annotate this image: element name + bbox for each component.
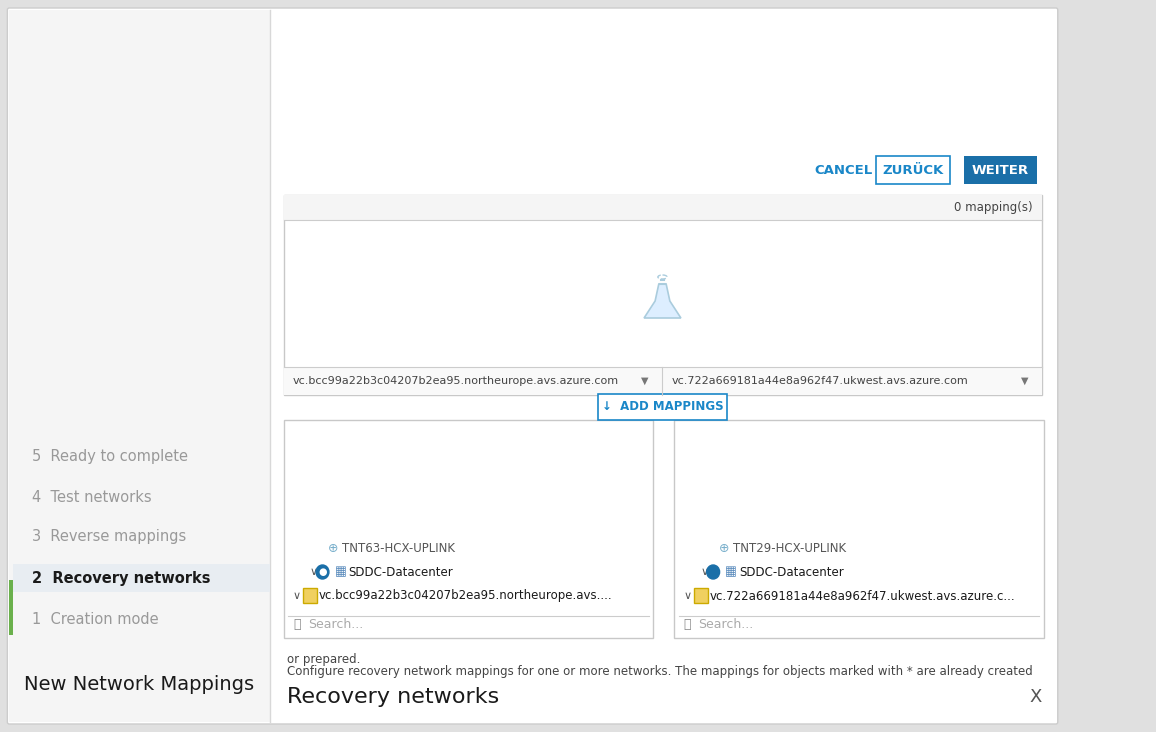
Text: vc.722a669181a44e8a962f47.ukwest.avs.azure.com: vc.722a669181a44e8a962f47.ukwest.avs.azu… [672,376,969,386]
Text: WEITER: WEITER [972,163,1029,176]
Bar [9,580,13,635]
Text: New Network Mappings: New Network Mappings [24,676,254,695]
Text: X: X [1030,688,1042,706]
Text: CANCEL: CANCEL [815,163,873,176]
Text: 0 mapping(s): 0 mapping(s) [954,201,1032,214]
Text: TNT29-HCX-UPLINK: TNT29-HCX-UPLINK [733,542,846,555]
FancyBboxPatch shape [283,420,653,638]
Circle shape [316,565,329,579]
Text: or prepared.: or prepared. [287,652,360,665]
Text: 5  Ready to complete: 5 Ready to complete [32,449,188,463]
Text: vc.bcc99a22b3c04207b2ea95.northeurope.avs.azure.com: vc.bcc99a22b3c04207b2ea95.northeurope.av… [292,376,620,386]
Text: ∨: ∨ [310,567,318,577]
FancyBboxPatch shape [598,394,727,420]
Text: ▦: ▦ [725,566,736,578]
Text: ⊕: ⊕ [328,542,339,555]
Text: 4  Test networks: 4 Test networks [32,490,151,504]
Text: 🔍: 🔍 [292,619,301,632]
Text: ∨: ∨ [701,567,709,577]
FancyBboxPatch shape [7,8,1058,724]
Text: ZURÜCK: ZURÜCK [882,163,943,176]
Text: Configure recovery network mappings for one or more networks. The mappings for o: Configure recovery network mappings for … [287,665,1032,679]
Text: SDDC-Datacenter: SDDC-Datacenter [348,566,453,578]
Bar [13,564,271,592]
Bar [283,367,1042,395]
Text: 🔍: 🔍 [683,619,691,632]
Text: TNT63-HCX-UPLINK: TNT63-HCX-UPLINK [342,542,454,555]
Text: 1  Creation mode: 1 Creation mode [32,613,158,627]
Polygon shape [644,284,681,318]
Text: ↓  ADD MAPPINGS: ↓ ADD MAPPINGS [601,400,724,414]
Text: ∨: ∨ [683,591,691,601]
Bar [283,195,1042,220]
Bar [9,10,271,722]
FancyBboxPatch shape [964,156,1037,184]
FancyBboxPatch shape [303,588,317,603]
Text: vc.722a669181a44e8a962f47.ukwest.avs.azure.c...: vc.722a669181a44e8a962f47.ukwest.avs.azu… [710,589,1015,602]
FancyBboxPatch shape [674,420,1044,638]
Text: ▦: ▦ [334,566,346,578]
Text: ∨: ∨ [292,591,301,601]
Text: SDDC-Datacenter: SDDC-Datacenter [739,566,844,578]
Text: Search...: Search... [698,619,754,632]
FancyBboxPatch shape [876,156,950,184]
Text: ●: ● [318,567,327,577]
Text: ⊕: ⊕ [719,542,729,555]
Text: Recovery networks: Recovery networks [287,687,498,707]
Text: ▼: ▼ [1021,376,1029,386]
Text: 3  Reverse mappings: 3 Reverse mappings [32,529,186,545]
FancyBboxPatch shape [283,195,1042,395]
Text: ▼: ▼ [642,376,649,386]
FancyBboxPatch shape [694,588,707,603]
Text: 2  Recovery networks: 2 Recovery networks [32,570,210,586]
Text: Search...: Search... [307,619,363,632]
Circle shape [706,565,719,579]
Text: vc.bcc99a22b3c04207b2ea95.northeurope.avs....: vc.bcc99a22b3c04207b2ea95.northeurope.av… [319,589,613,602]
